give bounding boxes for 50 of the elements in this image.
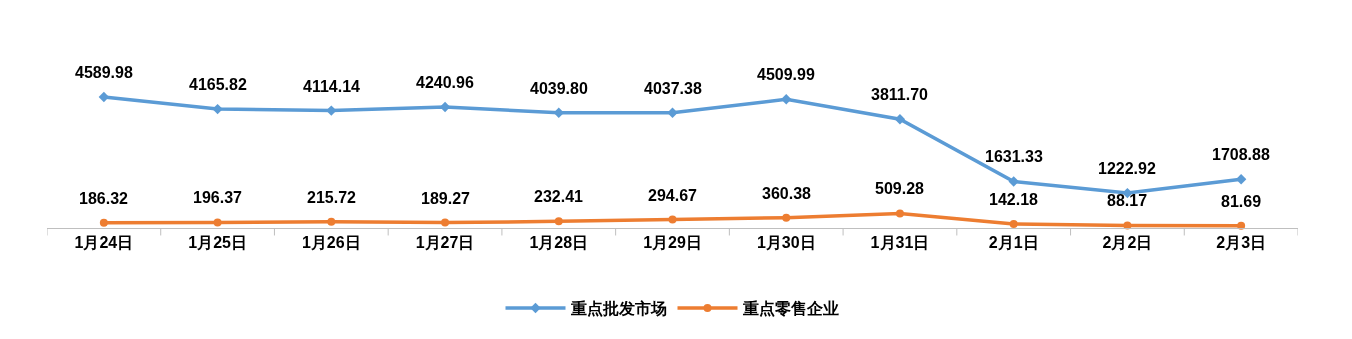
- point: [327, 217, 336, 226]
- point: [1237, 221, 1246, 230]
- point: [1009, 219, 1018, 228]
- data-label: 186.32: [79, 190, 129, 207]
- data-label: 3811.70: [871, 86, 929, 103]
- x-tick-label: 1月28日: [529, 234, 589, 252]
- data-label: 196.37: [193, 189, 243, 206]
- x-tick-label: 2月1日: [988, 234, 1039, 252]
- point: [441, 218, 450, 227]
- point: [99, 218, 108, 227]
- x-tick-label: 1月31日: [870, 234, 930, 252]
- point: [895, 209, 904, 218]
- point: [212, 103, 223, 115]
- data-label: 4589.98: [75, 64, 133, 81]
- data-label: 142.18: [989, 191, 1039, 208]
- data-label: 4037.38: [644, 80, 702, 97]
- x-tick-label: 1月30日: [756, 234, 816, 252]
- data-label: 1631.33: [985, 148, 1043, 165]
- data-label: 1708.88: [1212, 146, 1270, 163]
- data-label: 4165.82: [189, 76, 247, 93]
- point: [894, 114, 906, 125]
- x-tick-label: 2月2日: [1102, 234, 1153, 252]
- x-tick-label: 1月24日: [74, 234, 134, 252]
- data-label: 232.41: [534, 188, 584, 205]
- point: [1008, 176, 1019, 187]
- data-label: 4039.80: [530, 80, 588, 97]
- data-label: 4240.96: [416, 74, 474, 91]
- point: [554, 217, 563, 226]
- data-label: 4114.14: [303, 78, 361, 95]
- point: [668, 215, 677, 224]
- data-label: 189.27: [421, 190, 471, 207]
- x-tick-label: 1月27日: [415, 234, 475, 252]
- point: [213, 218, 222, 227]
- data-label: 88.17: [1107, 192, 1148, 209]
- x-tick-label: 1月25日: [188, 234, 247, 252]
- data-label: 215.72: [307, 189, 357, 206]
- data-label: 509.28: [875, 180, 925, 197]
- data-label: 294.67: [648, 187, 698, 204]
- legend-label: 重点零售企业: [741, 300, 839, 319]
- x-tick-label: 1月26日: [301, 234, 361, 252]
- data-label: 81.69: [1221, 193, 1262, 210]
- data-label: 4509.99: [757, 66, 815, 83]
- point: [782, 213, 791, 222]
- x-tick-label: 1月29日: [643, 234, 702, 252]
- legend-label: 重点批发市场: [569, 300, 667, 319]
- point: [781, 94, 792, 105]
- data-label: 1222.92: [1098, 160, 1156, 177]
- data-label: 360.38: [762, 185, 812, 202]
- point: [667, 107, 678, 118]
- x-tick-label: 2月3日: [1216, 234, 1267, 252]
